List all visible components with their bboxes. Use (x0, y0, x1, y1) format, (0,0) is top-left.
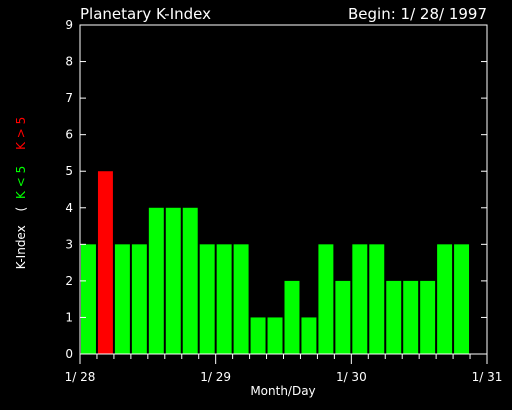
y-tick-label: 2 (65, 274, 73, 288)
y-tick-label: 7 (65, 91, 73, 105)
x-tick-label: 1/ 28 (65, 370, 96, 384)
bar (165, 207, 181, 354)
y-tick-label: 8 (65, 55, 73, 69)
plot-frame (79, 24, 488, 355)
bar (199, 244, 215, 354)
bar (420, 280, 436, 354)
bar (403, 280, 419, 354)
x-tick-label: 1/ 30 (336, 370, 367, 384)
y-axis-label-paren: ( (14, 207, 28, 212)
y-axis-label: K-Index ( K < 5 K > 5 (14, 117, 28, 270)
bar (335, 280, 351, 354)
y-tick-label: 5 (65, 164, 73, 178)
bar (131, 244, 147, 354)
bar (233, 244, 249, 354)
y-axis-label-low: K < 5 (14, 166, 28, 199)
y-tick-label: 0 (65, 347, 73, 361)
chart-title: Planetary K-Index (80, 5, 211, 23)
y-tick-label: 6 (65, 128, 73, 142)
bar (284, 280, 300, 354)
y-tick-label: 4 (65, 201, 73, 215)
y-tick-label: 3 (65, 237, 73, 251)
svg-text:K-Index ( K < 5: K-Index ( K < 5 K > 5 (14, 117, 28, 270)
bar (250, 317, 266, 354)
bar (454, 244, 470, 354)
bar (97, 171, 113, 354)
y-tick-label: 9 (65, 18, 73, 32)
bar (267, 317, 283, 354)
bar (386, 280, 402, 354)
bars-group (81, 171, 470, 354)
bar (437, 244, 453, 354)
bar (352, 244, 368, 354)
x-axis-label: Month/Day (250, 384, 315, 398)
x-tick-label: 1/ 29 (200, 370, 231, 384)
bar (182, 207, 198, 354)
bar (114, 244, 130, 354)
y-axis-label-main: K-Index (14, 225, 28, 269)
bar (216, 244, 232, 354)
bar (81, 244, 96, 354)
chart-subtitle: Begin: 1/ 28/ 1997 (348, 5, 487, 23)
y-axis-label-high: K > 5 (14, 117, 28, 150)
bar (369, 244, 385, 354)
x-tick-label: 1/ 31 (472, 370, 503, 384)
x-ticks-group: 1/ 28 1/ 29 1/ 30 1/ 31 (65, 354, 503, 384)
bar (301, 317, 317, 354)
bar (318, 244, 334, 354)
y-tick-label: 1 (65, 310, 73, 324)
bar (148, 207, 164, 354)
